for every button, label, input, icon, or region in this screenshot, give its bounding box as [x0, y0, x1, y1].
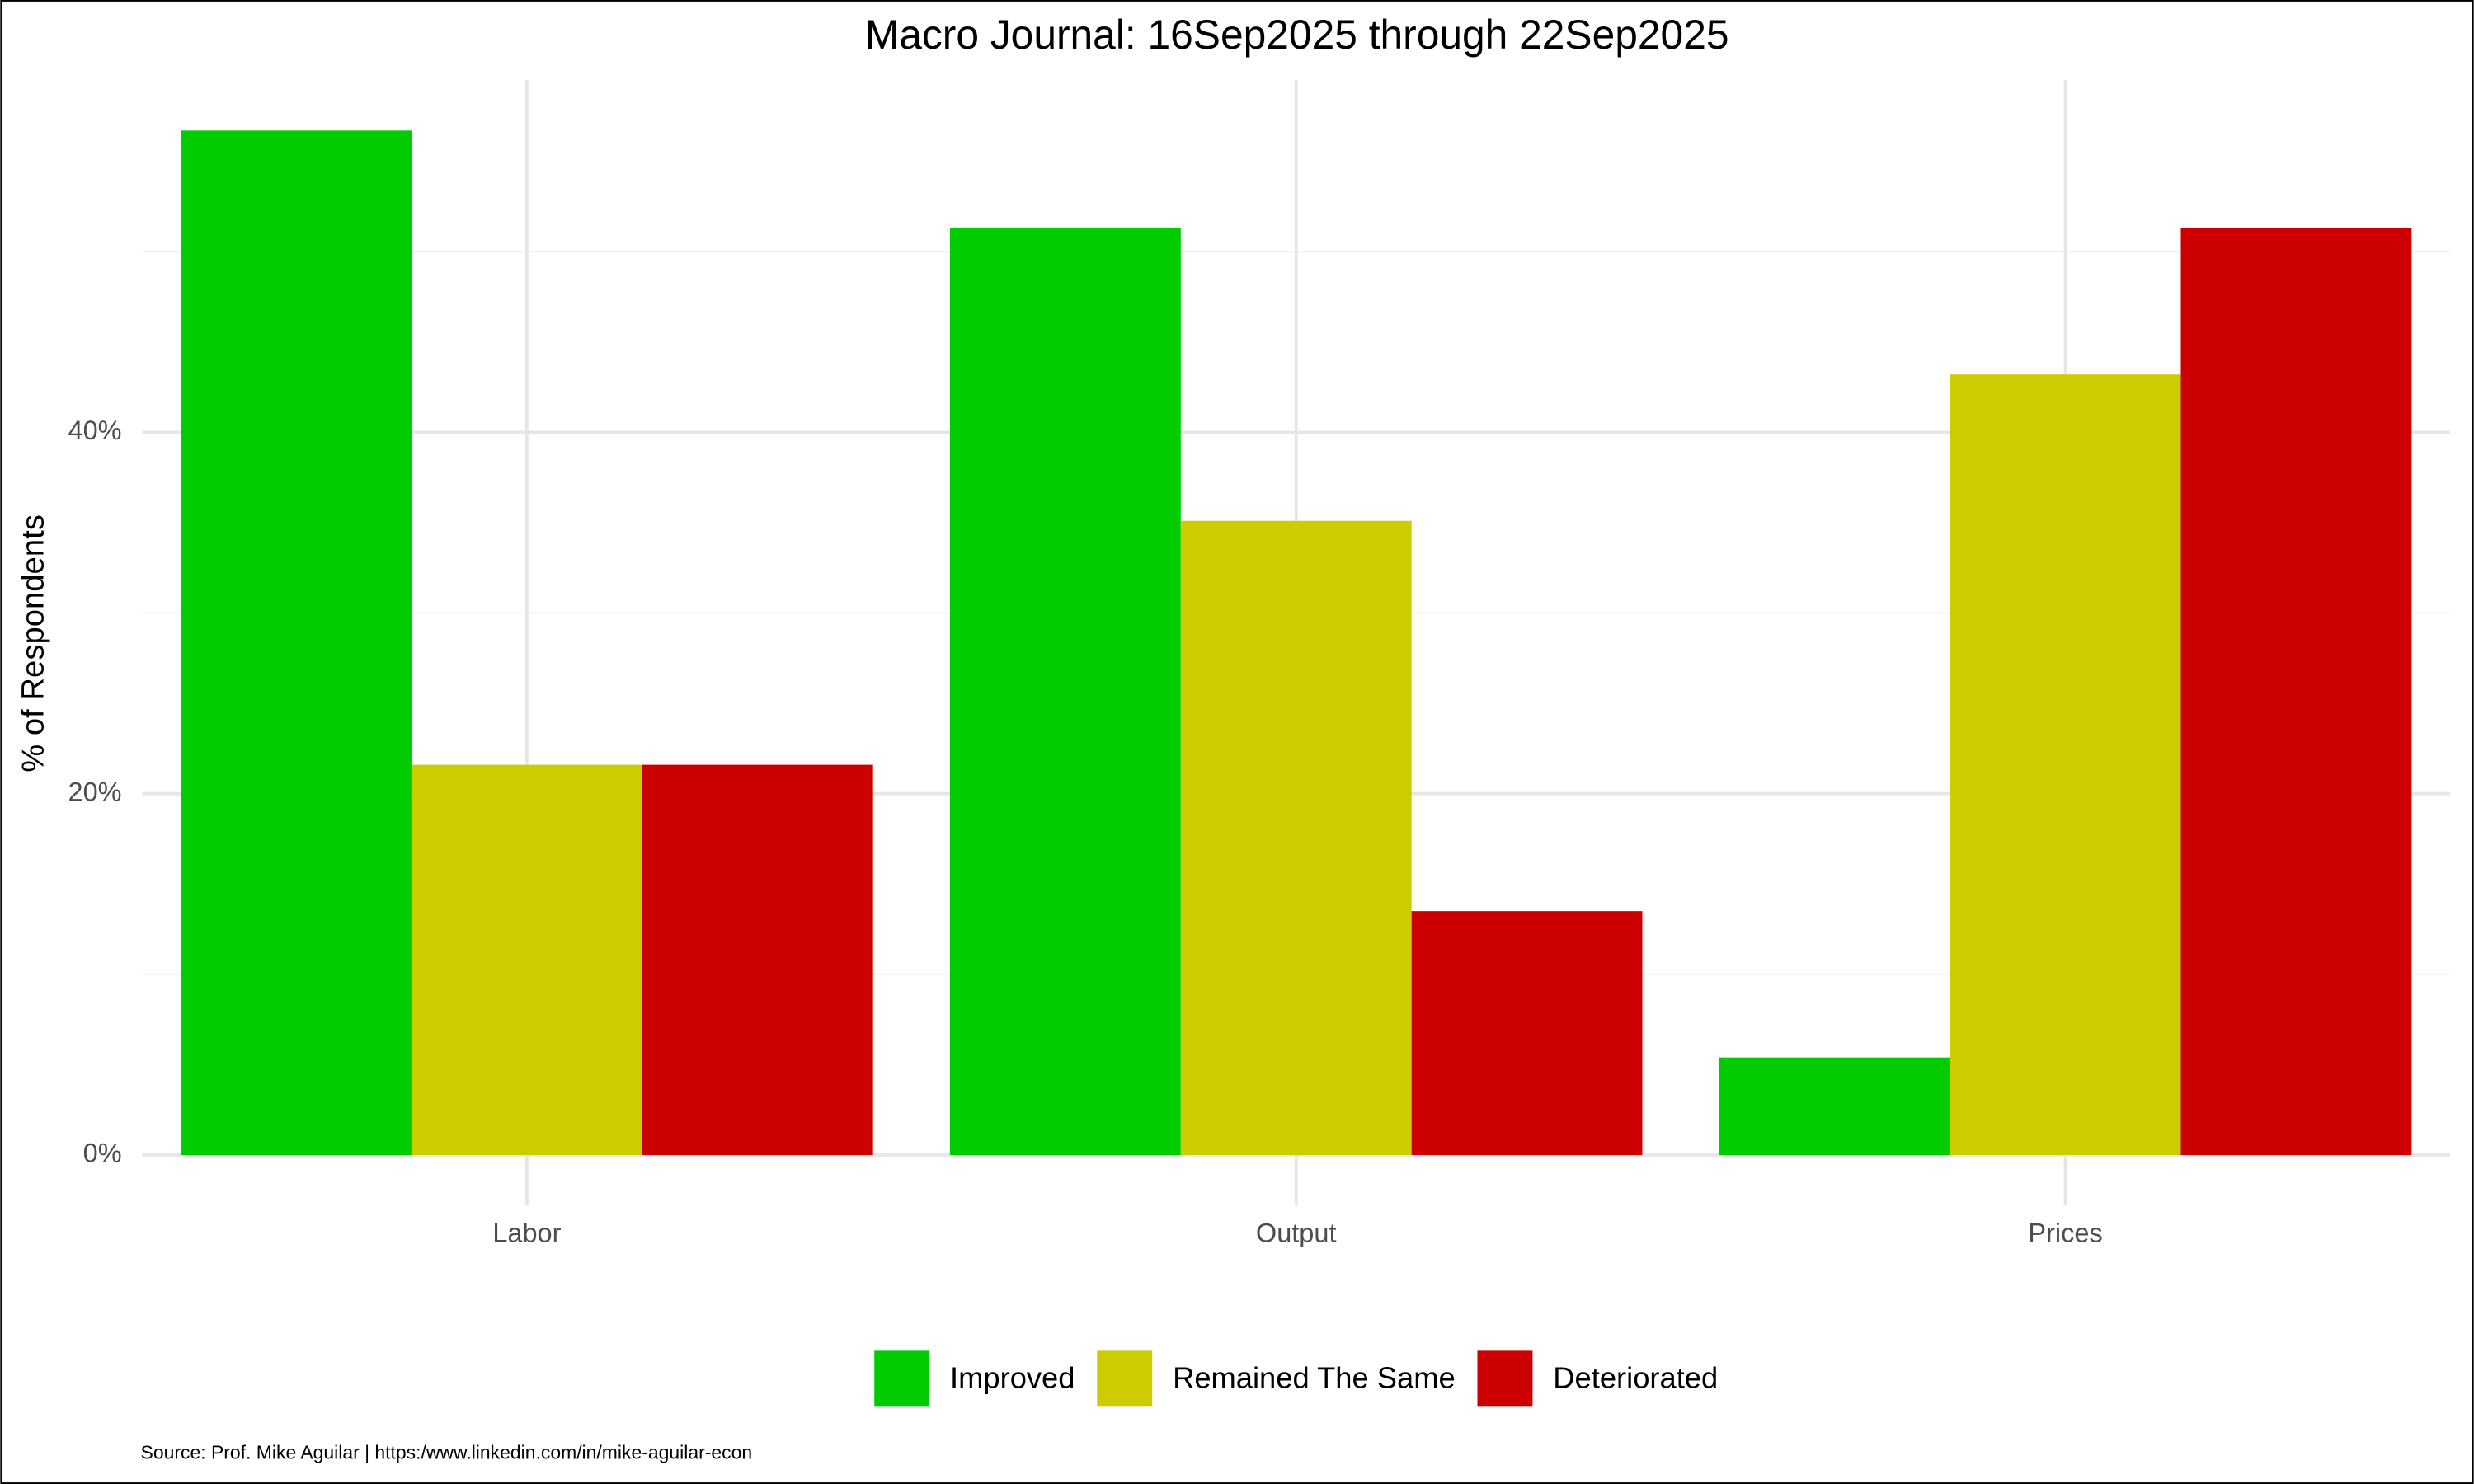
bars [181, 130, 2412, 1156]
legend-label: Deteriorated [1553, 1360, 1718, 1394]
y-tick-label: 40% [68, 416, 122, 445]
bar [181, 130, 412, 1156]
legend-key [1477, 1350, 1533, 1407]
legend-label: Remained The Same [1173, 1360, 1456, 1394]
legend-key [874, 1350, 930, 1407]
x-tick-label: Labor [492, 1218, 561, 1247]
x-tick-label: Prices [2028, 1218, 2102, 1247]
legend-key [1097, 1350, 1153, 1407]
chart-title: Macro Journal: 16Sep2025 through 22Sep20… [865, 12, 1729, 58]
bar [642, 764, 873, 1156]
bar [1180, 520, 1412, 1156]
bar [1950, 374, 2181, 1156]
bar [1719, 1057, 1950, 1156]
bar [2180, 228, 2412, 1156]
bar [949, 228, 1181, 1156]
source-note: Source: Prof. Mike Aguilar | https:/www.… [141, 1442, 753, 1463]
y-axis-title: % of Respondents [16, 514, 51, 773]
y-tick-label: 20% [68, 777, 122, 806]
x-tick-label: Output [1256, 1218, 1337, 1247]
bar [1411, 911, 1643, 1156]
bar [411, 764, 642, 1156]
y-tick-label: 0% [83, 1139, 122, 1168]
legend-label: Improved [950, 1360, 1075, 1394]
legend: Improved Remained The Same Deteriorated [874, 1350, 1718, 1407]
